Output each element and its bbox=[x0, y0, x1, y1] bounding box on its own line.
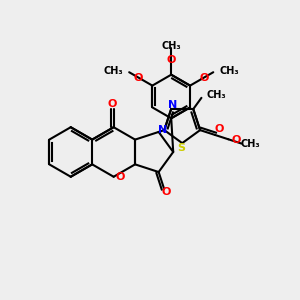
Text: CH₃: CH₃ bbox=[219, 66, 239, 76]
Text: O: O bbox=[167, 55, 176, 65]
Text: S: S bbox=[177, 143, 185, 153]
Text: O: O bbox=[108, 99, 117, 110]
Text: O: O bbox=[231, 135, 241, 145]
Text: CH₃: CH₃ bbox=[240, 140, 260, 149]
Text: N: N bbox=[158, 125, 167, 135]
Text: O: O bbox=[116, 172, 125, 182]
Text: CH₃: CH₃ bbox=[103, 66, 123, 76]
Text: O: O bbox=[215, 124, 224, 134]
Text: N: N bbox=[167, 100, 177, 110]
Text: CH₃: CH₃ bbox=[161, 41, 181, 51]
Text: O: O bbox=[200, 73, 209, 83]
Text: O: O bbox=[133, 73, 142, 83]
Text: CH₃: CH₃ bbox=[207, 90, 226, 100]
Text: O: O bbox=[161, 187, 171, 197]
